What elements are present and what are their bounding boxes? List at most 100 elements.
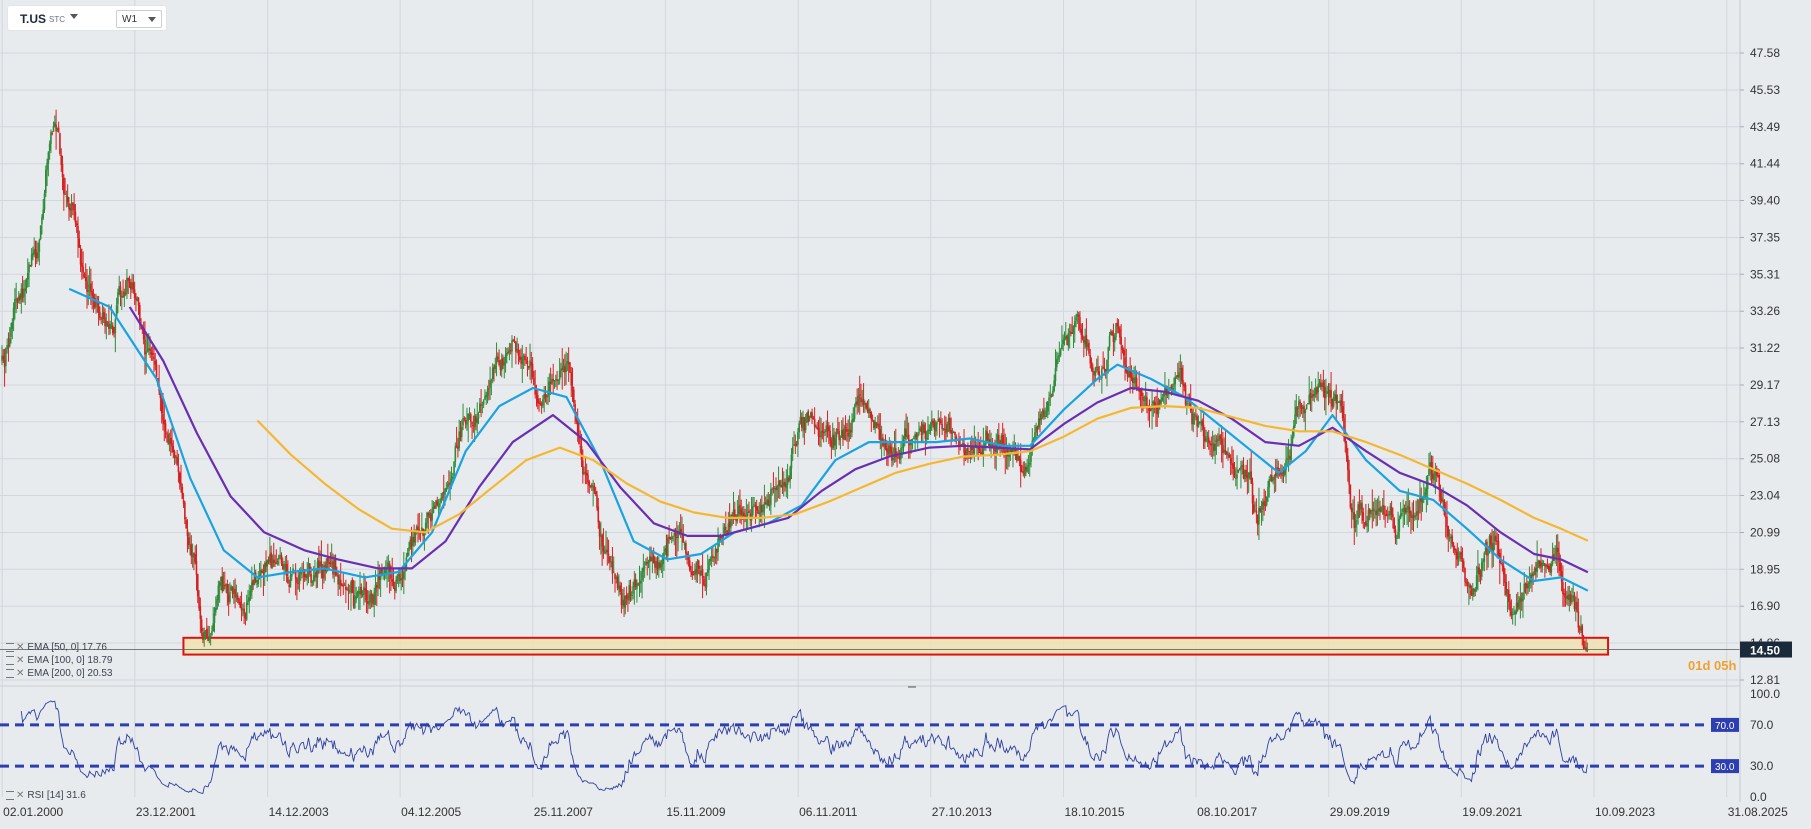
- candle-body: [435, 500, 437, 509]
- candle-body: [305, 575, 307, 578]
- candle-body: [88, 284, 91, 289]
- candle-body: [132, 282, 135, 290]
- candle-body: [108, 323, 110, 329]
- candle-body: [1139, 390, 1142, 392]
- candle-body: [994, 449, 996, 452]
- candle-body: [516, 349, 518, 351]
- settings-icon[interactable]: [6, 655, 14, 665]
- candle-body: [1223, 449, 1225, 453]
- symbol-toolbar: T.US STC W1: [8, 6, 166, 30]
- candle-body: [1240, 466, 1242, 470]
- candle-body: [1560, 571, 1563, 582]
- candle-body: [741, 511, 744, 516]
- settings-icon[interactable]: [6, 790, 14, 800]
- candle-body: [758, 512, 761, 515]
- candle-body: [633, 579, 636, 588]
- candle-body: [950, 430, 952, 434]
- candle-body: [104, 317, 106, 327]
- legend-rsi[interactable]: ✕ RSI [14] 31.6: [6, 790, 86, 801]
- candle-body: [167, 434, 169, 444]
- candle-body: [1334, 393, 1336, 399]
- candle-body: [703, 578, 705, 586]
- close-icon[interactable]: ✕: [16, 790, 25, 801]
- candle-body: [343, 584, 346, 586]
- candle-body: [938, 418, 941, 422]
- candle-body: [776, 486, 779, 490]
- candle-body: [102, 312, 105, 319]
- candle-body: [150, 351, 153, 355]
- candle-body: [428, 512, 431, 517]
- candle-body: [21, 288, 24, 298]
- candle-body: [1416, 511, 1419, 516]
- candle-body: [194, 554, 196, 563]
- candle-body: [645, 561, 647, 566]
- candle-body: [844, 427, 847, 429]
- candle-body: [1263, 500, 1265, 506]
- candle-body: [153, 356, 155, 360]
- candle-body: [892, 457, 895, 460]
- symbol-name[interactable]: T.US: [20, 12, 47, 26]
- candle-body: [146, 350, 149, 352]
- candle-body: [1338, 401, 1340, 403]
- candle-body: [531, 363, 534, 378]
- candle-body: [826, 425, 829, 427]
- candle-body: [55, 124, 57, 132]
- close-icon[interactable]: ✕: [16, 642, 25, 653]
- candle-body: [1040, 413, 1043, 421]
- candle-body: [10, 327, 12, 337]
- candle-body: [981, 451, 983, 455]
- candle-body: [601, 534, 603, 547]
- candle-body: [177, 466, 180, 473]
- candle-body: [1319, 382, 1322, 387]
- candle-body: [710, 556, 713, 559]
- settings-icon[interactable]: [6, 668, 14, 678]
- close-icon[interactable]: ✕: [16, 668, 25, 679]
- symbol-dropdown-icon[interactable]: [70, 14, 78, 19]
- candle-body: [858, 394, 861, 396]
- candle-body: [50, 132, 52, 145]
- candle-body: [176, 457, 178, 466]
- candle-body: [676, 536, 678, 538]
- candle-body: [1229, 458, 1232, 464]
- candle-body: [659, 562, 661, 568]
- timeframe-select[interactable]: W1: [116, 10, 162, 28]
- candle-body: [779, 480, 781, 487]
- candle-body: [1130, 376, 1133, 378]
- candle-body: [1019, 459, 1022, 472]
- candle-body: [557, 379, 560, 381]
- legend-ema100[interactable]: ✕ EMA [100, 0] 18.79: [6, 655, 112, 666]
- rsi-tick-label: 100.0: [1750, 687, 1780, 701]
- candle-body: [54, 122, 56, 127]
- candle-body: [1200, 421, 1202, 423]
- candle-body: [582, 460, 584, 475]
- candle-body: [249, 591, 252, 596]
- close-icon[interactable]: ✕: [16, 655, 25, 666]
- candle-body: [1122, 349, 1125, 356]
- candle-body: [1236, 474, 1238, 479]
- candle-body: [1294, 414, 1296, 426]
- candle-body: [1250, 471, 1253, 484]
- candle-body: [1112, 334, 1115, 343]
- candle-body: [364, 588, 366, 591]
- candle-body: [1041, 410, 1044, 415]
- candle-body: [800, 417, 803, 428]
- candle-body: [1255, 510, 1258, 514]
- legend-ema200[interactable]: ✕ EMA [200, 0] 20.53: [6, 668, 112, 679]
- settings-icon[interactable]: [6, 642, 14, 652]
- candle-body: [869, 409, 871, 412]
- candle-body: [1392, 514, 1394, 518]
- candle-body: [12, 307, 15, 322]
- candle-body: [252, 580, 254, 585]
- candle-body: [1182, 379, 1184, 386]
- candle-body: [92, 294, 95, 299]
- candle-body: [813, 418, 816, 428]
- candle-body: [1061, 344, 1063, 350]
- legend-ema50[interactable]: ✕ EMA [50, 0] 17.76: [6, 642, 107, 653]
- candle-body: [990, 442, 992, 447]
- candle-body: [884, 441, 887, 449]
- candle-body: [655, 560, 658, 568]
- candle-body: [660, 563, 663, 568]
- candle-body: [901, 447, 904, 449]
- candle-body: [236, 595, 239, 600]
